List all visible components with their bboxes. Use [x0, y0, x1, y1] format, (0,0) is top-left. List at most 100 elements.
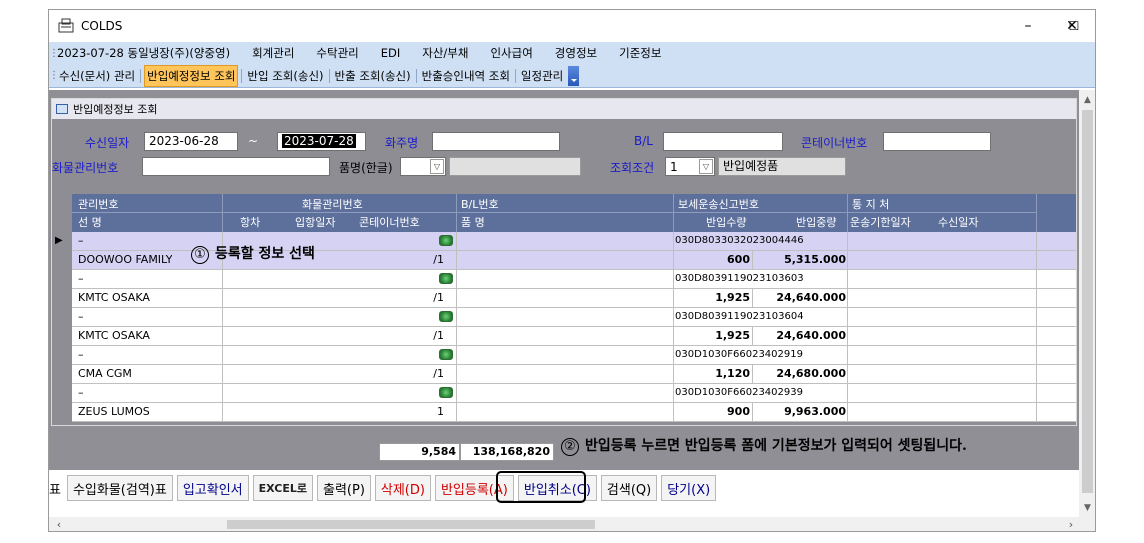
grid-body: ▶ – 030D8033032023004446 DOOWOO FAMILY/1 600…: [55, 232, 1076, 422]
col-transport-deadline: 운송기한일자: [850, 216, 911, 229]
item-name-label: 품명(한글): [339, 161, 393, 175]
chevron-down-icon: ▽: [699, 159, 713, 174]
qty-cell: 1,120: [715, 367, 750, 380]
total-qty: 9,584: [379, 443, 460, 461]
container-status-icon[interactable]: [439, 387, 453, 398]
tab-export-approval[interactable]: 반출승인내역 조회: [421, 68, 510, 83]
tab-import-query[interactable]: 반입 조회(송신): [247, 68, 324, 83]
declaration-no-cell: 030D1030F66023402939: [675, 387, 803, 398]
declaration-no-cell: 030D8039119023103604: [675, 311, 804, 322]
query-cond-label: 조회조건: [610, 161, 655, 175]
scroll-right-icon[interactable]: ›: [1068, 518, 1074, 531]
declaration-no-cell: 030D8039119023103603: [675, 273, 804, 284]
item-name-text: [449, 157, 581, 176]
table-row[interactable]: – 030D1030F66023402919: [72, 346, 1076, 365]
chevron-down-icon: ▽: [430, 159, 444, 174]
vessel-cell: KMTC OSAKA: [78, 291, 150, 304]
bl-input[interactable]: [663, 132, 783, 151]
mgmt-no-cell: –: [78, 348, 84, 361]
shipper-label: 화주명: [385, 136, 419, 150]
vertical-scrollbar[interactable]: ▲ ▼: [1079, 90, 1095, 517]
table-row[interactable]: ZEUS LUMOS 1 900 9,963.000: [72, 403, 1076, 422]
item-name-select[interactable]: ▽: [400, 157, 446, 176]
print-button[interactable]: 출력(P): [316, 475, 371, 501]
col-qty: 반입수량: [706, 216, 747, 229]
col-voyage: 항차: [240, 216, 261, 229]
maximize-button[interactable]: ☐: [1068, 19, 1080, 33]
menu-item-base-info[interactable]: 기준정보: [619, 46, 662, 60]
col-mgmt-no: 관리번호: [78, 198, 119, 211]
qty-cell: 1,925: [715, 291, 750, 304]
close-button[interactable]: ✕: [1066, 18, 1078, 34]
minimize-button[interactable]: –: [1024, 18, 1032, 34]
table-row[interactable]: KMTC OSAKA/1 1,925 24,640.000: [72, 289, 1076, 308]
partial-button-label[interactable]: 표: [49, 482, 61, 498]
window-title: COLDS: [81, 19, 123, 33]
recv-date-label: 수신일자: [85, 136, 130, 150]
tab-scheduled-import[interactable]: 반입예정정보 조회: [144, 64, 239, 87]
search-button[interactable]: 검색(Q): [600, 475, 658, 501]
table-row[interactable]: CMA CGM/1 1,120 24,680.000: [72, 365, 1076, 384]
annotation-select-hint: ① 등록할 정보 선택: [191, 243, 315, 264]
container-status-icon[interactable]: [439, 311, 453, 322]
menu-item-edi[interactable]: EDI: [380, 46, 401, 60]
menu-item-management[interactable]: 경영정보: [554, 46, 598, 60]
cargo-no-input[interactable]: [142, 157, 330, 176]
scroll-up-icon[interactable]: ▲: [1084, 95, 1091, 105]
total-weight: 138,168,820: [460, 443, 554, 461]
container-status-icon[interactable]: [439, 349, 453, 360]
import-cargo-button[interactable]: 수입화물(검역)표: [66, 475, 173, 501]
date-range-tilde: ~: [248, 134, 259, 148]
data-grid: 관리번호 화물관리번호 B/L번호 보세운송신고번호 통 지 처 선 명 항차 …: [55, 194, 1076, 422]
col-notify: 통 지 처: [852, 198, 890, 211]
grip-icon: ⋮: [49, 47, 59, 59]
cancel-import-button[interactable]: 반입취소(C): [517, 475, 597, 501]
declaration-no-cell: 030D8033032023004446: [675, 235, 804, 246]
panel-title: 반입예정정보 조회: [73, 103, 158, 116]
container-input[interactable]: [883, 132, 991, 151]
weight-cell: 24,640.000: [776, 291, 846, 304]
horizontal-scrollbar[interactable]: ‹ ›: [49, 517, 1095, 531]
delete-button[interactable]: 삭제(D): [374, 475, 431, 501]
query-cond-text: 반입예정품: [718, 157, 846, 176]
tab-receive-docs[interactable]: 수신(문서) 관리: [59, 68, 136, 83]
date-from-input[interactable]: 2023-06-28: [144, 132, 238, 151]
table-row[interactable]: – 030D8039119023103604: [72, 308, 1076, 327]
shipper-input[interactable]: [432, 132, 560, 151]
menu-item-company[interactable]: 2023-07-28 동일냉장(주)(양중영): [57, 46, 231, 60]
excel-button[interactable]: EXCEL로: [252, 475, 313, 501]
menu-item-assets[interactable]: 자산/부채: [422, 46, 469, 60]
grid-header: 관리번호 화물관리번호 B/L번호 보세운송신고번호 통 지 처 선 명 항차 …: [72, 194, 1076, 232]
tab-schedule[interactable]: 일정관리: [520, 68, 564, 83]
horizontal-scroll-thumb[interactable]: [227, 520, 595, 529]
pull-button[interactable]: 당기(X): [661, 475, 717, 501]
vertical-scroll-thumb[interactable]: [1082, 110, 1093, 493]
menu-item-hr[interactable]: 인사급여: [490, 46, 533, 60]
table-row[interactable]: KMTC OSAKA/1 1,925 24,640.000: [72, 327, 1076, 346]
scroll-left-icon[interactable]: ‹: [56, 518, 62, 531]
register-button[interactable]: 반입등록(A): [434, 475, 514, 501]
annotation-register-hint: ② 반입등록 누르면 반입등록 폼에 기본정보가 입력되어 셋팅됩니다.: [561, 435, 967, 456]
container-status-icon[interactable]: [439, 273, 453, 284]
date-to-input[interactable]: 2023-07-28: [277, 132, 366, 151]
row-pointer-icon: ▶: [55, 235, 63, 246]
scroll-down-icon[interactable]: ▼: [1084, 503, 1091, 513]
cargo-no-label: 화물관리번호: [52, 161, 119, 175]
query-cond-select[interactable]: 1 ▽: [665, 157, 715, 176]
weight-cell: 5,315.000: [784, 253, 846, 266]
menu-item-accounting[interactable]: 회계관리: [252, 46, 295, 60]
receipt-button[interactable]: 입고확인서: [176, 475, 249, 501]
container-status-icon[interactable]: [439, 235, 453, 246]
tab-overflow-button[interactable]: [568, 65, 580, 86]
table-row[interactable]: – 030D8039119023103603: [72, 270, 1076, 289]
col-bl-no: B/L번호: [461, 198, 499, 211]
voyage-date-cell: /1: [433, 291, 444, 304]
menu-item-consignment[interactable]: 수탁관리: [316, 46, 359, 60]
panel-header: 반입예정정보 조회: [52, 99, 1076, 119]
table-row[interactable]: – 030D1030F66023402939: [72, 384, 1076, 403]
weight-cell: 24,640.000: [776, 329, 846, 342]
table-row[interactable]: ▶ – 030D8033032023004446: [55, 232, 1076, 251]
table-row[interactable]: DOOWOO FAMILY/1 600 5,315.000: [72, 251, 1076, 270]
mgmt-no-cell: –: [78, 386, 84, 399]
tab-export-query[interactable]: 반출 조회(송신): [334, 68, 411, 83]
